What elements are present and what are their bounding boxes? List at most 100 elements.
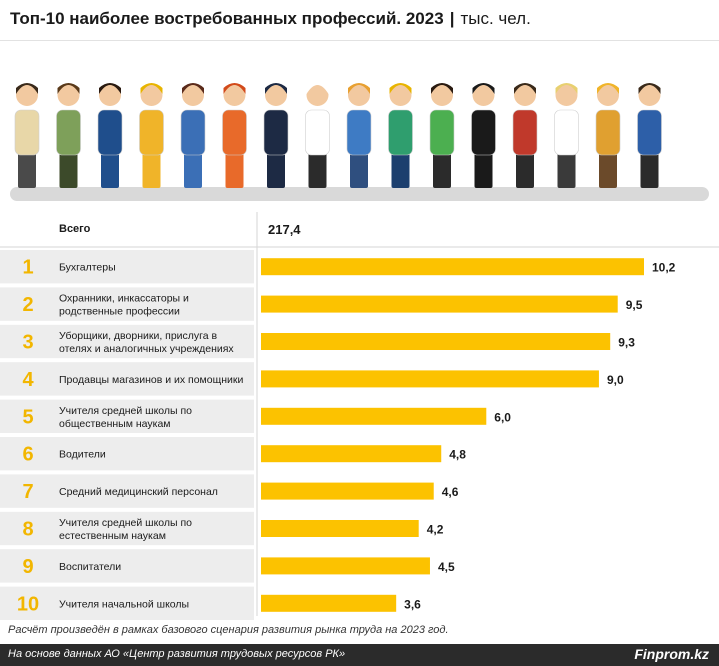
row-band [0, 287, 254, 321]
person-hair [348, 83, 370, 94]
row-band [0, 399, 254, 433]
rank-number: 5 [22, 406, 33, 428]
bar [261, 482, 434, 500]
data-label: 9,3 [618, 336, 635, 350]
person-hair [265, 83, 287, 94]
person-hair [514, 83, 536, 94]
person-body [56, 109, 81, 156]
floor-shape [10, 187, 709, 201]
person-head [514, 84, 536, 106]
person-head [99, 84, 121, 106]
bar [261, 295, 618, 313]
person-body [180, 109, 206, 156]
category-label: Бухгалтеры [59, 262, 116, 274]
person-hair [638, 83, 661, 94]
bar [261, 520, 419, 537]
row-band [0, 474, 254, 508]
person-figure [512, 83, 538, 188]
person-head [638, 84, 661, 106]
person-legs [640, 152, 659, 188]
person-legs [18, 152, 36, 188]
category-label: Средний медицинский персонал [59, 486, 218, 498]
person-body [471, 109, 496, 156]
person-body [305, 109, 330, 156]
data-label: 10,2 [652, 261, 676, 275]
person-body [595, 109, 621, 156]
person-legs [59, 152, 78, 188]
person-hair [99, 83, 121, 94]
person-head [597, 84, 619, 106]
rank-number: 9 [22, 556, 33, 578]
person-figure [554, 83, 579, 188]
person-legs [599, 152, 617, 188]
person-body [637, 109, 662, 156]
category-label: отелях и аналогичных учреждениях [59, 343, 234, 355]
row-band [0, 362, 254, 396]
rank-number: 2 [22, 294, 33, 316]
person-legs [225, 152, 244, 188]
person-body [263, 109, 289, 156]
data-label: 4,5 [438, 560, 455, 574]
person-head [182, 84, 204, 106]
person-hair [431, 83, 453, 94]
person-body [14, 109, 40, 156]
bar [261, 333, 611, 350]
rank-number: 3 [22, 332, 33, 354]
page-title: Топ-10 наиболее востребованных профессий… [10, 9, 531, 29]
person-head [431, 84, 453, 106]
person-head [472, 84, 495, 106]
person-legs [308, 152, 327, 188]
category-label: родственные профессии [59, 306, 180, 318]
person-body [139, 109, 164, 156]
rank-number: 1 [22, 257, 33, 279]
bar [261, 557, 430, 575]
person-hair [472, 83, 495, 94]
person-head [555, 84, 578, 106]
person-body [97, 109, 123, 156]
rank-number: 6 [22, 444, 33, 466]
data-label: 6,0 [494, 410, 511, 424]
person-legs [433, 152, 451, 188]
person-figure [595, 83, 621, 188]
data-label: 9,0 [607, 373, 624, 387]
chart-title: Топ-10 наиболее востребованных профессий… [10, 9, 444, 28]
title-bar: Топ-10 наиболее востребованных профессий… [0, 0, 719, 41]
row-band [0, 250, 254, 284]
person-legs [474, 152, 493, 188]
rank-number: 7 [22, 481, 33, 503]
person-figure [222, 83, 247, 188]
person-figure [637, 83, 662, 188]
bar [261, 594, 397, 612]
person-figure [429, 83, 455, 188]
person-figure [263, 83, 289, 188]
person-figure [346, 83, 372, 188]
person-hair [16, 83, 38, 94]
person-body [388, 109, 413, 156]
person-hair [57, 83, 80, 94]
person-head [348, 84, 370, 106]
person-body [429, 109, 455, 156]
category-label: Воспитатели [59, 561, 121, 573]
person-figure [56, 83, 81, 188]
total-label: Всего [59, 223, 91, 235]
professions-people-illustration [10, 83, 709, 201]
category-label: естественным наукам [59, 530, 166, 542]
person-legs [557, 152, 576, 188]
bar [261, 258, 644, 276]
category-label: Учителя средней школы по [59, 517, 192, 529]
category-label: Уборщики, дворники, прислуга в [59, 330, 218, 342]
person-head [389, 84, 412, 106]
category-label: Учителя начальной школы [59, 598, 189, 610]
rank-number: 4 [22, 369, 34, 391]
bar [261, 370, 599, 388]
person-hair [597, 83, 619, 94]
bar-chart: Всего 217,4 1 Бухгалтеры 10,2 2 Охранники, инк… [0, 212, 719, 620]
person-figure [180, 83, 206, 188]
person-legs [516, 152, 534, 188]
bar [261, 445, 442, 463]
person-head [265, 84, 287, 106]
person-legs [267, 152, 285, 188]
data-label: 4,2 [427, 523, 444, 537]
person-figure [97, 83, 123, 188]
row-band [0, 324, 254, 359]
